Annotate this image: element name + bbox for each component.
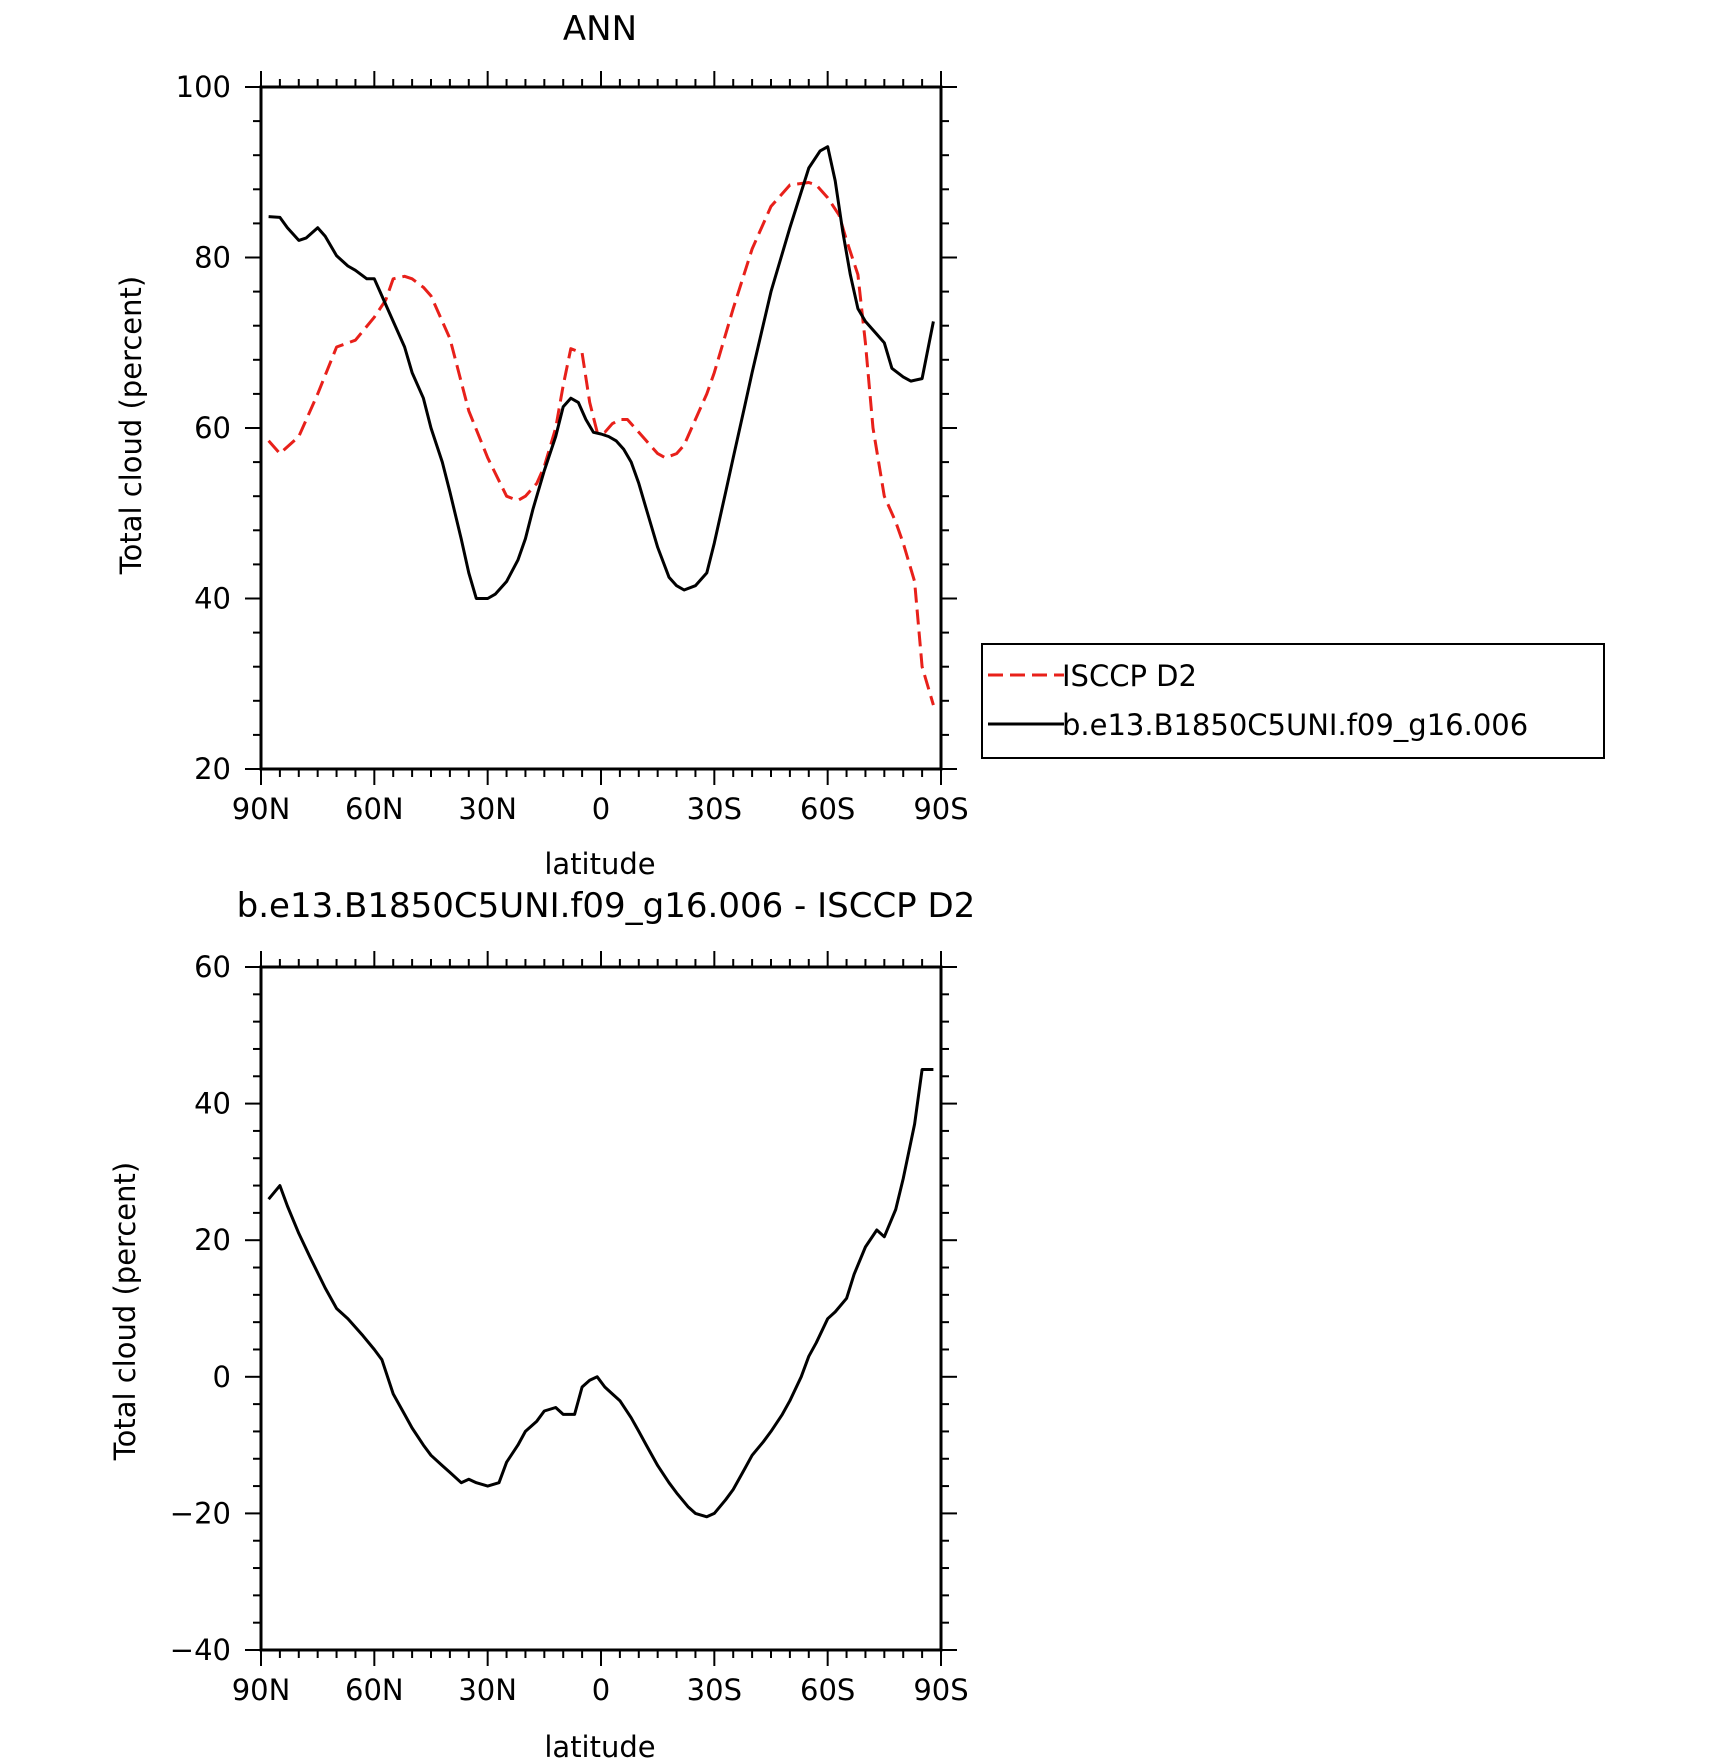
bottom-ytick-label: 20 xyxy=(194,1223,231,1257)
top-plot-title: ANN xyxy=(563,9,637,49)
legend-label-isccp: ISCCP D2 xyxy=(1062,659,1197,693)
bottom-ytick-label: 60 xyxy=(194,950,231,984)
legend-box xyxy=(981,643,1605,759)
top-ytick-label: 80 xyxy=(194,241,231,275)
bottom-xtick-label: 90S xyxy=(913,1673,968,1707)
top-xtick-label: 60S xyxy=(800,792,855,826)
bottom-xtick-label: 30S xyxy=(687,1673,742,1707)
bottom-ytick-label: 40 xyxy=(194,1087,231,1121)
bottom-plot-marks: 90N 60N 30N 0 30S 60S 90S −40 −20 0 20 40 60 xyxy=(170,950,969,1707)
top-panel: ANN 90N 60N 30N 0 30S 60S 90S 20 40 60 80 100 Total… xyxy=(114,9,969,881)
top-series-line-1 xyxy=(268,145,935,600)
bottom-series-line-0 xyxy=(267,1068,934,1519)
top-xtick-label: 60N xyxy=(345,792,404,826)
bottom-xtick-label: 90N xyxy=(232,1673,291,1707)
top-series-line-0 xyxy=(267,181,935,706)
bottom-xtick-label: 60S xyxy=(800,1673,855,1707)
bottom-ytick-label: −40 xyxy=(170,1633,231,1667)
top-ytick-label: 40 xyxy=(194,582,231,616)
bottom-ylabel: Total cloud (percent) xyxy=(108,1162,142,1461)
bottom-panel: b.e13.B1850C5UNI.f09_g16.006 - ISCCP D2 … xyxy=(108,886,975,1762)
bottom-ytick-label: 0 xyxy=(213,1360,231,1394)
top-xlabel: latitude xyxy=(544,847,655,881)
top-xtick-label: 90S xyxy=(913,792,968,826)
top-ylabel: Total cloud (percent) xyxy=(114,276,148,575)
bottom-plot-title: b.e13.B1850C5UNI.f09_g16.006 - ISCCP D2 xyxy=(237,886,976,926)
top-xtick-label: 0 xyxy=(592,792,610,826)
top-xtick-label: 90N xyxy=(232,792,291,826)
top-plot-frame xyxy=(259,85,943,771)
top-xtick-label: 30S xyxy=(687,792,742,826)
top-ytick-label: 100 xyxy=(176,70,231,104)
top-ytick-label: 20 xyxy=(194,752,231,786)
bottom-xtick-label: 60N xyxy=(345,1673,404,1707)
legend: ISCCP D2 b.e13.B1850C5UNI.f09_g16.006 xyxy=(981,643,1605,759)
top-plot-marks: 90N 60N 30N 0 30S 60S 90S 20 40 60 80 100 xyxy=(176,70,969,826)
bottom-xtick-label: 0 xyxy=(592,1673,610,1707)
top-ytick-label: 60 xyxy=(194,411,231,445)
bottom-xlabel: latitude xyxy=(544,1730,655,1762)
legend-label-model: b.e13.B1850C5UNI.f09_g16.006 xyxy=(1062,708,1528,742)
top-xtick-label: 30N xyxy=(458,792,517,826)
bottom-xtick-label: 30N xyxy=(458,1673,517,1707)
bottom-ytick-label: −20 xyxy=(170,1496,231,1530)
